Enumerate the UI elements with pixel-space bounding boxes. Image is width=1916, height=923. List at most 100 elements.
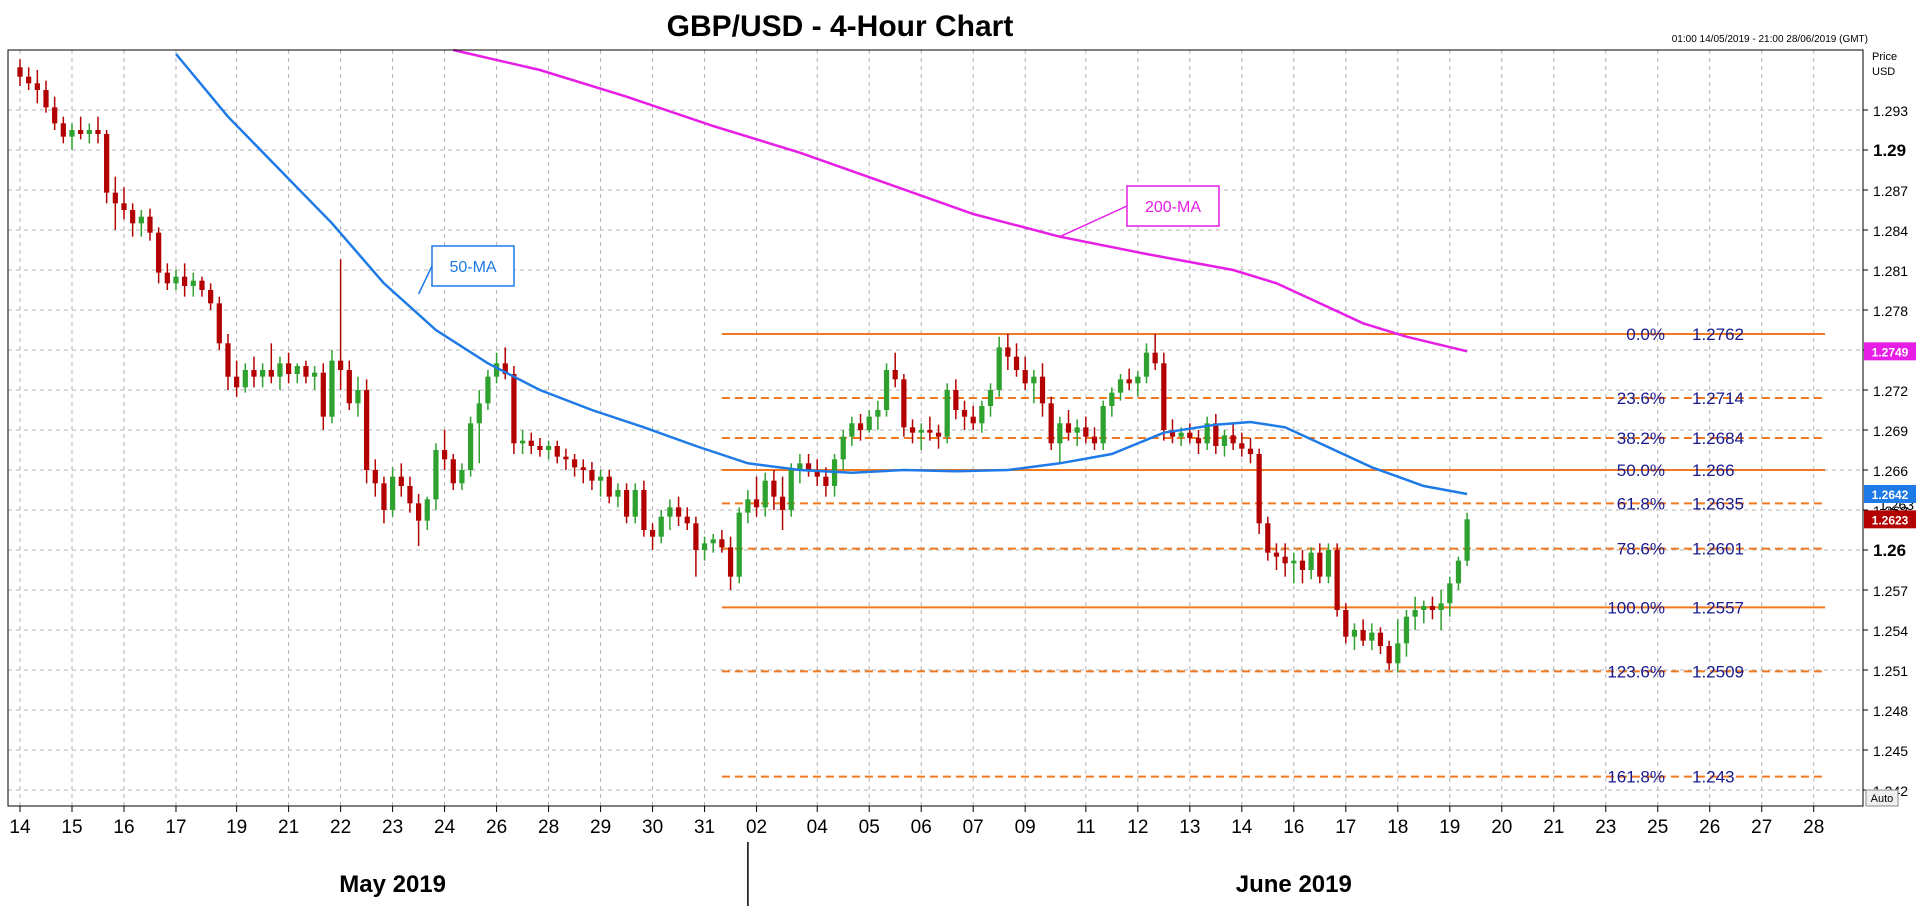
x-tick-label: 06 [911, 817, 932, 838]
candle-bear [589, 470, 595, 481]
auto-button[interactable] [1865, 789, 1899, 807]
price-badge-label: 1.2623 [1872, 513, 1909, 527]
candle-bull [1178, 432, 1184, 437]
candle-bull [597, 476, 604, 481]
x-tick-label: 04 [807, 817, 829, 838]
fib-value-label: 1.2635 [1692, 494, 1744, 513]
candle-bear [1386, 646, 1392, 664]
candle-bear [1065, 423, 1072, 433]
ma-annotations: 50-MA 200-MA [417, 185, 1220, 295]
y-axis-title-currency: USD [1872, 66, 1895, 78]
y-tick-label: 1.29 [1873, 141, 1906, 160]
candle-bull [866, 416, 872, 430]
candle-bear [208, 290, 214, 304]
fib-value-label: 1.2762 [1692, 325, 1744, 344]
x-tick-label: 27 [1751, 817, 1772, 838]
candle-bear [52, 107, 58, 124]
candle-bear [164, 272, 170, 284]
candle-bear [571, 459, 578, 468]
candle-bear [43, 90, 49, 108]
annotation-leader [417, 265, 433, 295]
candle-bear [1005, 347, 1011, 357]
candle-bear [961, 410, 968, 417]
candle-bull [1221, 435, 1228, 446]
x-tick-label: 18 [1387, 817, 1408, 838]
candle-bear [234, 376, 240, 388]
candle-bull [389, 476, 396, 510]
y-tick-label: 1.293 [1873, 103, 1908, 119]
month-label: May 2019 [339, 871, 446, 898]
candle-bull [138, 216, 144, 224]
candle-bear [1195, 438, 1202, 444]
candle-bear [901, 379, 907, 428]
candle-bear [95, 130, 101, 134]
candle-bull [1117, 379, 1124, 393]
candle-bear [415, 503, 422, 521]
candle-bear [580, 467, 586, 470]
candle-bull [545, 446, 552, 450]
candle-bear [407, 486, 413, 504]
candle-bear [1360, 630, 1366, 641]
candle-bull [459, 470, 465, 484]
fib-pct-label: 38.2% [1617, 429, 1665, 448]
candle-bull [632, 490, 638, 517]
candle-bull [355, 390, 361, 404]
candle-bull [1455, 560, 1462, 584]
price-badge [1864, 342, 1916, 361]
candle-bear [60, 123, 66, 137]
candle-bear [1169, 430, 1176, 437]
fib-value-label: 1.2714 [1692, 389, 1744, 408]
y-axis-title-price: Price [1872, 51, 1897, 63]
x-tick-label: 21 [278, 817, 299, 838]
x-tick-label: 23 [1595, 817, 1616, 838]
candle-bull [294, 366, 300, 374]
candle-bear [1091, 436, 1098, 444]
candle-bear [805, 463, 812, 470]
candle-bull [1143, 352, 1150, 377]
candle-bear [1377, 632, 1384, 646]
x-tick-label: 07 [963, 817, 984, 838]
x-tick-label: 11 [1076, 817, 1096, 838]
y-tick-label: 1.278 [1873, 303, 1908, 319]
x-tick-label: 28 [538, 817, 559, 838]
candle-bear [121, 203, 127, 210]
candle-bull [762, 480, 768, 508]
candle-bear [346, 370, 352, 404]
candle-bull [658, 516, 664, 537]
candle-bear [34, 83, 40, 90]
candle-bear [364, 390, 370, 470]
candle-bull [173, 276, 179, 284]
candle-bear [823, 476, 829, 486]
ma200-line [453, 48, 1468, 353]
candle-bull [1325, 550, 1332, 577]
candle-bear [199, 280, 205, 290]
candle-bear [398, 476, 404, 486]
candle-bear [441, 450, 448, 460]
x-tick-label: 24 [434, 817, 456, 838]
fib-pct-label: 23.6% [1617, 389, 1665, 408]
candle-bear [225, 343, 231, 377]
candle-bear [1187, 432, 1193, 438]
candle-bear [1083, 427, 1089, 437]
candle-bull [277, 363, 283, 377]
candle-bear [112, 192, 118, 204]
candle-bull [1204, 423, 1210, 444]
x-tick-label: 29 [590, 817, 611, 838]
x-tick-label: 28 [1803, 817, 1824, 838]
y-tick-label: 1.281 [1873, 263, 1908, 279]
x-tick-label: 23 [382, 817, 403, 838]
candle-bull [710, 539, 716, 544]
candle-bear [953, 390, 959, 410]
candle-bull [1135, 376, 1141, 384]
candle-bear [606, 476, 612, 497]
candlesticks [17, 59, 1470, 673]
y-tick-label: 1.266 [1873, 463, 1908, 479]
candle-bull [944, 390, 950, 437]
fib-pct-label: 50.0% [1617, 461, 1665, 480]
fib-pct-label: 0.0% [1626, 325, 1665, 344]
candle-bull [1447, 583, 1453, 604]
candle-bear [104, 134, 110, 193]
candle-bear [1239, 443, 1245, 449]
candle-bull [424, 499, 430, 521]
